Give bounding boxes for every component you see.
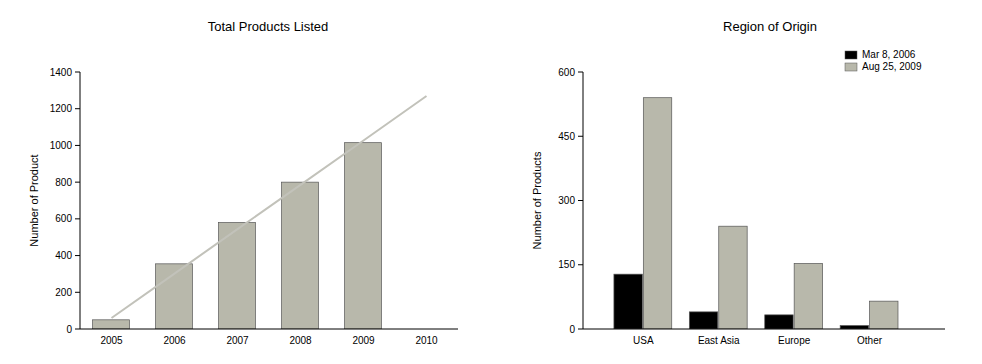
legend-label: Aug 25, 2009 [862,61,922,72]
y-tick [75,145,80,146]
plot-area [93,96,427,329]
bar [794,263,822,329]
y-tick [75,218,80,219]
chart-title: Region of Origin [723,19,817,34]
x-tick-label: 2007 [226,335,249,346]
x-tick-label: East Asia [698,335,740,346]
bar [689,312,717,329]
y-tick [75,108,80,109]
x-tick-label: 2006 [163,335,186,346]
y-tick [578,264,583,265]
legend-label: Mar 8, 2006 [862,49,916,60]
y-tick-label: 1200 [50,103,73,114]
legend-swatch [845,51,857,59]
x-tick-label: 2010 [415,335,438,346]
y-tick-label: 800 [55,177,72,188]
y-tick [75,255,80,256]
y-tick [75,292,80,293]
y-tick-label: 600 [558,67,575,78]
bar [840,326,868,329]
legend: Mar 8, 2006Aug 25, 2009 [845,49,922,72]
plot-area [614,98,898,329]
y-axis-label: Number of Product [28,154,40,246]
bar [614,274,642,329]
y-tick [578,72,583,73]
legend-swatch [845,63,857,71]
bar [282,182,319,329]
bar [719,226,747,329]
trend-line [112,96,427,318]
y-tick [578,329,583,330]
x-tick-label: USA [633,335,654,346]
bar [765,315,793,329]
chart-1: Region of Origin 0 150 300 450 600 Number of P… [531,19,945,346]
y-tick [578,136,583,137]
x-tick-label: 2008 [289,335,312,346]
y-tick [75,72,80,73]
x-tick-label: 2009 [352,335,375,346]
y-tick [75,182,80,183]
y-tick-label: 0 [66,324,72,335]
chart-title: Total Products Listed [208,19,329,34]
x-axis [80,329,458,330]
y-tick [75,329,80,330]
y-tick-label: 1000 [50,140,73,151]
y-tick-label: 1400 [50,67,73,78]
bar [870,301,898,329]
y-tick [578,200,583,201]
x-tick-label: Europe [778,335,811,346]
bar [643,98,671,329]
y-axis-label: Number of Products [531,151,543,249]
y-tick-label: 600 [55,213,72,224]
y-axis [583,72,584,329]
x-tick-label: 2005 [100,335,123,346]
y-tick-label: 200 [55,287,72,298]
x-tick-label: Other [857,335,883,346]
x-axis [583,329,945,330]
y-tick-label: 0 [569,324,575,335]
chart-0: Total Products Listed 0 200 400 600 800 1000 12… [28,19,458,346]
y-tick-label: 300 [558,195,575,206]
y-axis [80,72,81,329]
chart-canvas: Total Products Listed 0 200 400 600 800 1000 12… [0,0,982,364]
y-tick-label: 150 [558,259,575,270]
bar [93,320,130,329]
y-tick-label: 400 [55,250,72,261]
y-tick-label: 450 [558,131,575,142]
bar [345,143,382,329]
